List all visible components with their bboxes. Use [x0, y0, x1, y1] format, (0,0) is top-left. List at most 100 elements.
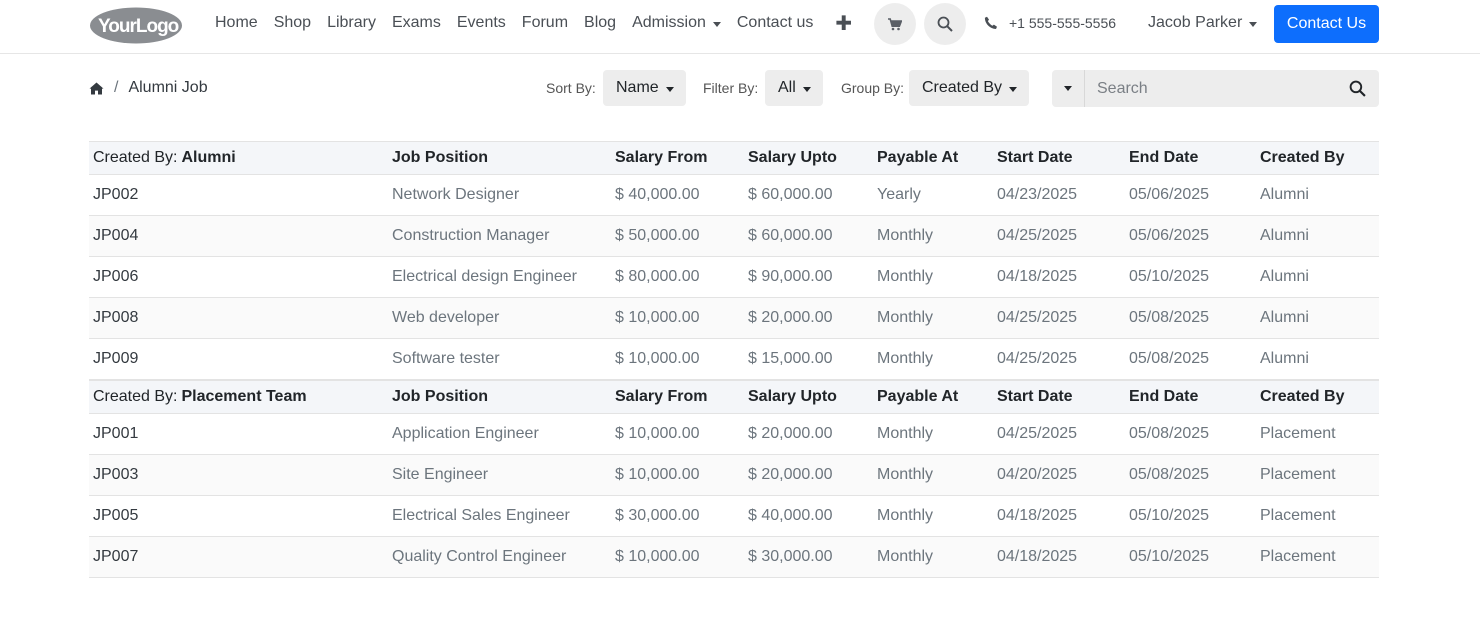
table-cell: Alumni: [1260, 186, 1309, 203]
search-icon: [1349, 80, 1366, 97]
logo[interactable]: YourLogo: [89, 7, 183, 44]
table-cell: 04/18/2025: [997, 268, 1078, 285]
user-name: Jacob Parker: [1148, 14, 1243, 31]
group-rows: JP002 Network Designer $ 40,000.00 $ 60,000…: [89, 175, 1379, 380]
nav-item-admission[interactable]: Admission: [624, 14, 729, 32]
search-bar: [1052, 70, 1379, 107]
table-cell: JP003: [93, 466, 139, 483]
nav-item-forum[interactable]: Forum: [514, 14, 576, 32]
table-row[interactable]: JP005 Electrical Sales Engineer $ 30,000.0…: [89, 496, 1379, 537]
table-cell: JP007: [93, 548, 139, 565]
group-name: Alumni: [181, 149, 236, 166]
chevron-down-icon: [1064, 86, 1072, 91]
column-header: Salary Upto: [748, 388, 837, 405]
table-cell: Monthly: [877, 309, 934, 326]
table-row[interactable]: JP002 Network Designer $ 40,000.00 $ 60,000…: [89, 175, 1379, 216]
nav-item-contact-us[interactable]: Contact us: [729, 14, 821, 32]
nav-item-library[interactable]: Library: [319, 14, 384, 32]
table-cell: JP005: [93, 507, 139, 524]
table-cell: Quality Control Engineer: [392, 548, 567, 565]
table-cell: Monthly: [877, 350, 934, 367]
table-row[interactable]: JP004 Construction Manager $ 50,000.00 $ 60…: [89, 216, 1379, 257]
nav-item-label: Exams: [391, 14, 441, 31]
table-cell: Placement: [1260, 425, 1336, 442]
user-menu[interactable]: Jacob Parker: [1148, 0, 1258, 46]
table-cell: $ 30,000.00: [615, 507, 700, 524]
table-cell: 04/25/2025: [997, 350, 1078, 367]
table-row[interactable]: JP003 Site Engineer $ 10,000.00 $ 20,000.00…: [89, 455, 1379, 496]
nav-item-label: Forum: [521, 14, 569, 31]
search-input[interactable]: [1086, 70, 1336, 107]
main-nav: Home Shop Library Exams Events Forum Blog Admis…: [207, 0, 860, 46]
table-cell: $ 50,000.00: [615, 227, 700, 244]
group-prefix: Created By:: [93, 388, 178, 405]
column-header: End Date: [1129, 149, 1199, 166]
table-cell: 05/08/2025: [1129, 350, 1210, 367]
table-cell: Application Engineer: [392, 425, 539, 442]
search-submit-button[interactable]: [1335, 70, 1379, 107]
column-header: Job Position: [392, 149, 488, 166]
cart-icon: [888, 17, 902, 30]
column-header: Payable At: [877, 388, 959, 405]
plus-icon[interactable]: ✚: [835, 12, 853, 35]
table-cell: $ 10,000.00: [615, 548, 700, 565]
table-cell: Alumni: [1260, 350, 1309, 367]
nav-item-exams[interactable]: Exams: [384, 14, 449, 32]
table-cell: Electrical Sales Engineer: [392, 507, 570, 524]
search-icon: [937, 16, 953, 32]
table-cell: 05/06/2025: [1129, 186, 1210, 203]
column-header: Job Position: [392, 388, 488, 405]
table-cell: 04/18/2025: [997, 507, 1078, 524]
table-cell: $ 20,000.00: [748, 425, 833, 442]
home-icon[interactable]: [89, 82, 104, 95]
table-cell: $ 30,000.00: [748, 548, 833, 565]
table-row[interactable]: JP006 Electrical design Engineer $ 80,000.…: [89, 257, 1379, 298]
phone-number: +1 555-555-5556: [1009, 15, 1117, 31]
table-cell: Yearly: [877, 186, 921, 203]
table-cell: 05/08/2025: [1129, 466, 1210, 483]
group-header-row[interactable]: Created By: Alumni Job Position Salary From…: [89, 141, 1379, 175]
table-cell: $ 15,000.00: [748, 350, 833, 367]
table-row[interactable]: JP008 Web developer $ 10,000.00 $ 20,000.00…: [89, 298, 1379, 339]
group-dropdown[interactable]: Created By: [909, 70, 1030, 106]
table-cell: Site Engineer: [392, 466, 489, 483]
table-row[interactable]: JP009 Software tester $ 10,000.00 $ 15,000.…: [89, 339, 1379, 380]
table-row[interactable]: JP007 Quality Control Engineer $ 10,000.00…: [89, 537, 1379, 578]
table-cell: 05/08/2025: [1129, 309, 1210, 326]
table-cell: JP009: [93, 350, 139, 367]
table-cell: JP006: [93, 268, 139, 285]
table-cell: 04/25/2025: [997, 309, 1078, 326]
nav-item-label: Shop: [273, 14, 312, 31]
sort-dropdown[interactable]: Name: [603, 70, 686, 106]
filter-dropdown[interactable]: All: [765, 70, 823, 106]
header-search-button[interactable]: [924, 3, 966, 45]
nav-item-label: Admission: [632, 14, 706, 31]
table-row[interactable]: JP001 Application Engineer $ 10,000.00 $ 20…: [89, 414, 1379, 455]
nav-item-label: Events: [456, 14, 506, 31]
table-cell: Monthly: [877, 548, 934, 565]
column-header: Start Date: [997, 149, 1073, 166]
table-cell: Placement: [1260, 507, 1336, 524]
column-header: Start Date: [997, 388, 1073, 405]
nav-item-events[interactable]: Events: [449, 14, 514, 32]
cart-button[interactable]: [874, 3, 916, 45]
table-cell: 04/25/2025: [997, 425, 1078, 442]
nav-item-label: Blog: [584, 14, 617, 31]
group-header-row[interactable]: Created By: Placement Team Job Position Sal…: [89, 380, 1379, 414]
contact-us-button[interactable]: Contact Us: [1274, 5, 1379, 43]
nav-item-home[interactable]: Home: [207, 14, 266, 32]
table-cell: JP001: [93, 425, 139, 442]
nav-item-blog[interactable]: Blog: [576, 14, 624, 32]
breadcrumb: / Alumni Job: [89, 78, 208, 98]
search-options-toggle[interactable]: [1052, 70, 1085, 107]
table-cell: 05/10/2025: [1129, 548, 1210, 565]
group-title: Created By: Placement Team: [93, 381, 307, 413]
column-header: Payable At: [877, 149, 959, 166]
phone-link[interactable]: +1 555-555-5556: [984, 0, 1116, 46]
filter-value: All: [778, 79, 796, 96]
table-cell: $ 60,000.00: [748, 227, 833, 244]
table-cell: Alumni: [1260, 227, 1309, 244]
group-title: Created By: Alumni: [93, 142, 236, 174]
nav-item-label: Contact us: [736, 14, 814, 31]
nav-item-shop[interactable]: Shop: [266, 14, 319, 32]
